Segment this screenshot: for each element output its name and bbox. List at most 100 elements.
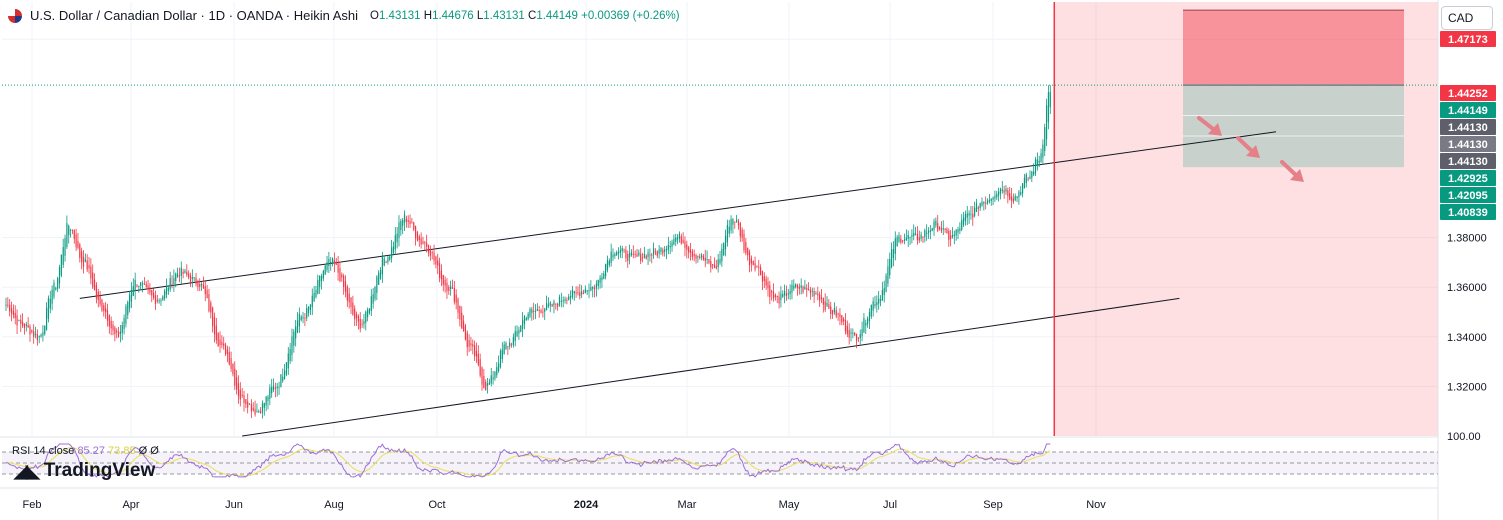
candle-body: [656, 251, 658, 256]
candle-body: [846, 325, 848, 335]
rsi-top-tick: 100.00: [1447, 431, 1481, 443]
candle-body: [634, 253, 636, 255]
candle-body: [346, 286, 348, 301]
candle-body: [38, 336, 40, 338]
candle-body: [761, 271, 764, 282]
candle-body: [503, 344, 505, 355]
candle-body: [868, 311, 871, 322]
candle-body: [165, 286, 168, 295]
candle-body: [136, 285, 138, 287]
candle-body: [662, 249, 664, 254]
time-axis: Feb Apr Jun Aug Oct 2024 Mar May Jul Sep Nov: [0, 487, 1438, 511]
symbol-header[interactable]: U.S. Dollar / Canadian Dollar · 1D · OAN…: [8, 8, 680, 23]
rsi-legend[interactable]: RSI 14 close 85.27 73.85 Ø Ø: [12, 445, 159, 457]
candle-body: [612, 254, 614, 258]
candle-body: [891, 249, 893, 268]
candle-body: [18, 319, 20, 321]
candle-body: [859, 334, 861, 339]
candle-body: [957, 229, 959, 233]
candle-body: [258, 411, 260, 413]
candle-body: [103, 305, 105, 312]
candle-body: [40, 334, 42, 337]
candle-body: [267, 396, 269, 401]
candle-body: [665, 248, 668, 251]
price-label: 1.42925: [1448, 173, 1488, 185]
candle-body: [226, 349, 228, 355]
candle-body: [27, 325, 29, 328]
candle-body: [492, 377, 494, 380]
candle-body: [918, 237, 920, 241]
candle-body: [389, 256, 391, 260]
candle-body: [627, 253, 629, 261]
candle-body: [10, 308, 13, 314]
candle-body: [426, 242, 428, 247]
candle-body: [210, 302, 212, 313]
candle-body: [518, 329, 520, 334]
candle-body: [138, 285, 140, 287]
candle-body: [525, 318, 527, 321]
candle-body: [557, 303, 559, 307]
candle-body: [529, 308, 531, 317]
candle-body: [99, 295, 101, 305]
candle-body: [1027, 178, 1029, 180]
candle-body: [837, 313, 839, 315]
candle-body: [440, 270, 443, 280]
candle-body: [938, 226, 941, 229]
candle-body: [263, 402, 265, 408]
candle-body: [835, 310, 837, 317]
candle-body: [544, 308, 546, 312]
candle-body: [271, 386, 273, 394]
candle-body: [44, 325, 46, 334]
candle-body: [186, 271, 188, 275]
candle-body: [1012, 198, 1014, 202]
candle-body: [804, 286, 806, 290]
candle-body: [878, 298, 880, 304]
candle-body: [902, 240, 904, 242]
candle-body: [855, 334, 858, 341]
candle-body: [802, 286, 804, 293]
candle-body: [383, 258, 385, 266]
candle-body: [850, 332, 852, 334]
candle-body: [20, 320, 22, 324]
symbol-title[interactable]: U.S. Dollar / Canadian Dollar · 1D · OAN…: [30, 8, 359, 23]
price-tick: 1.34000: [1447, 332, 1487, 344]
candle-body: [955, 229, 957, 236]
tradingview-logo[interactable]: ◢◣ TradingView: [14, 460, 155, 482]
candle-body: [896, 237, 898, 247]
candle-body: [354, 308, 356, 320]
candle-body: [857, 337, 859, 339]
candle-body: [664, 249, 666, 252]
candle-body: [806, 288, 808, 290]
candle-body: [427, 244, 430, 253]
candle-body: [57, 278, 59, 289]
candle-body: [64, 238, 66, 256]
candle-body: [682, 239, 684, 243]
currency-flag-icon: [8, 8, 22, 23]
candle-body: [141, 283, 144, 285]
candle-body: [796, 285, 799, 289]
candle-body: [660, 248, 662, 252]
candle-body: [922, 236, 924, 238]
time-tick: Nov: [1086, 499, 1106, 511]
candle-body: [940, 227, 943, 231]
short-position-tool: [1183, 9, 1404, 168]
candle-body: [636, 254, 638, 257]
candle-body: [448, 287, 450, 291]
candle-body: [1049, 91, 1051, 108]
candle-body: [1009, 193, 1011, 200]
currency-button[interactable]: CAD: [1441, 6, 1493, 30]
candle-body: [597, 279, 599, 287]
candle-body: [822, 298, 824, 305]
candle-body: [593, 287, 596, 290]
arrow-head: [1246, 145, 1260, 158]
candle-body: [1003, 190, 1005, 193]
candle-body: [116, 330, 118, 333]
candle-body: [1040, 153, 1042, 162]
candle-body: [202, 284, 205, 289]
candle-body: [36, 333, 38, 340]
candle-body: [117, 331, 120, 338]
candle-body: [49, 298, 51, 309]
candle-body: [988, 200, 990, 202]
candle-body: [481, 367, 483, 385]
